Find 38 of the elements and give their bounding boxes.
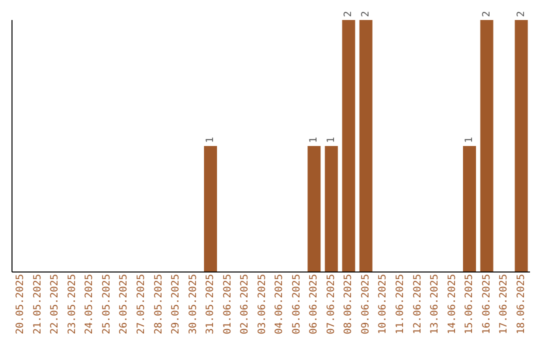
x-tick-label: 04.06.2025 — [274, 274, 286, 334]
x-tick-label: 26.05.2025 — [118, 274, 130, 334]
x-tick-label: 27.05.2025 — [136, 274, 147, 334]
x-tick-label: 10.06.2025 — [378, 274, 389, 334]
x-tick-label: 07.06.2025 — [326, 274, 337, 334]
x-tick-label: 05.06.2025 — [291, 274, 302, 334]
data-label: 2 — [516, 10, 527, 17]
x-tick-label: 31.05.2025 — [205, 274, 216, 334]
x-tick-label: 24.05.2025 — [84, 274, 96, 334]
data-label: 2 — [343, 10, 354, 17]
x-tick-label: 03.06.2025 — [256, 274, 268, 334]
x-tick-label: 15.06.2025 — [464, 274, 476, 334]
x-tick-label: 09.06.2025 — [360, 274, 372, 334]
x-tick-label: 29.05.2025 — [170, 274, 182, 334]
x-tick-label: 11.06.2025 — [395, 274, 406, 334]
x-tick-label: 01.06.2025 — [222, 274, 234, 334]
x-tick-label: 12.06.2025 — [412, 274, 424, 334]
x-tick-label: 20.05.2025 — [15, 274, 26, 334]
data-label: 1 — [308, 136, 320, 143]
data-label: 1 — [326, 136, 337, 143]
x-tick-label: 16.06.2025 — [481, 274, 492, 334]
data-label: 2 — [481, 10, 492, 17]
x-tick-label: 02.06.2025 — [240, 274, 251, 334]
x-tick-label: 23.05.2025 — [66, 274, 78, 334]
x-tick-label: 25.05.2025 — [101, 274, 112, 334]
x-tick-label: 06.06.2025 — [308, 274, 320, 334]
x-tick-label: 17.06.2025 — [498, 274, 510, 334]
data-label: 1 — [464, 136, 476, 143]
x-tick-label: 22.05.2025 — [50, 274, 61, 334]
x-tick-label: 21.05.2025 — [32, 274, 44, 334]
data-label: 2 — [360, 10, 372, 17]
x-tick-label: 28.05.2025 — [153, 274, 164, 334]
x-tick-label: 13.06.2025 — [430, 274, 441, 334]
x-tick-label: 08.06.2025 — [343, 274, 354, 334]
x-tick-label: 14.06.2025 — [446, 274, 458, 334]
x-tick-label: 30.05.2025 — [188, 274, 199, 334]
data-label: 1 — [205, 136, 216, 143]
x-tick-label: 18.06.2025 — [516, 274, 527, 334]
